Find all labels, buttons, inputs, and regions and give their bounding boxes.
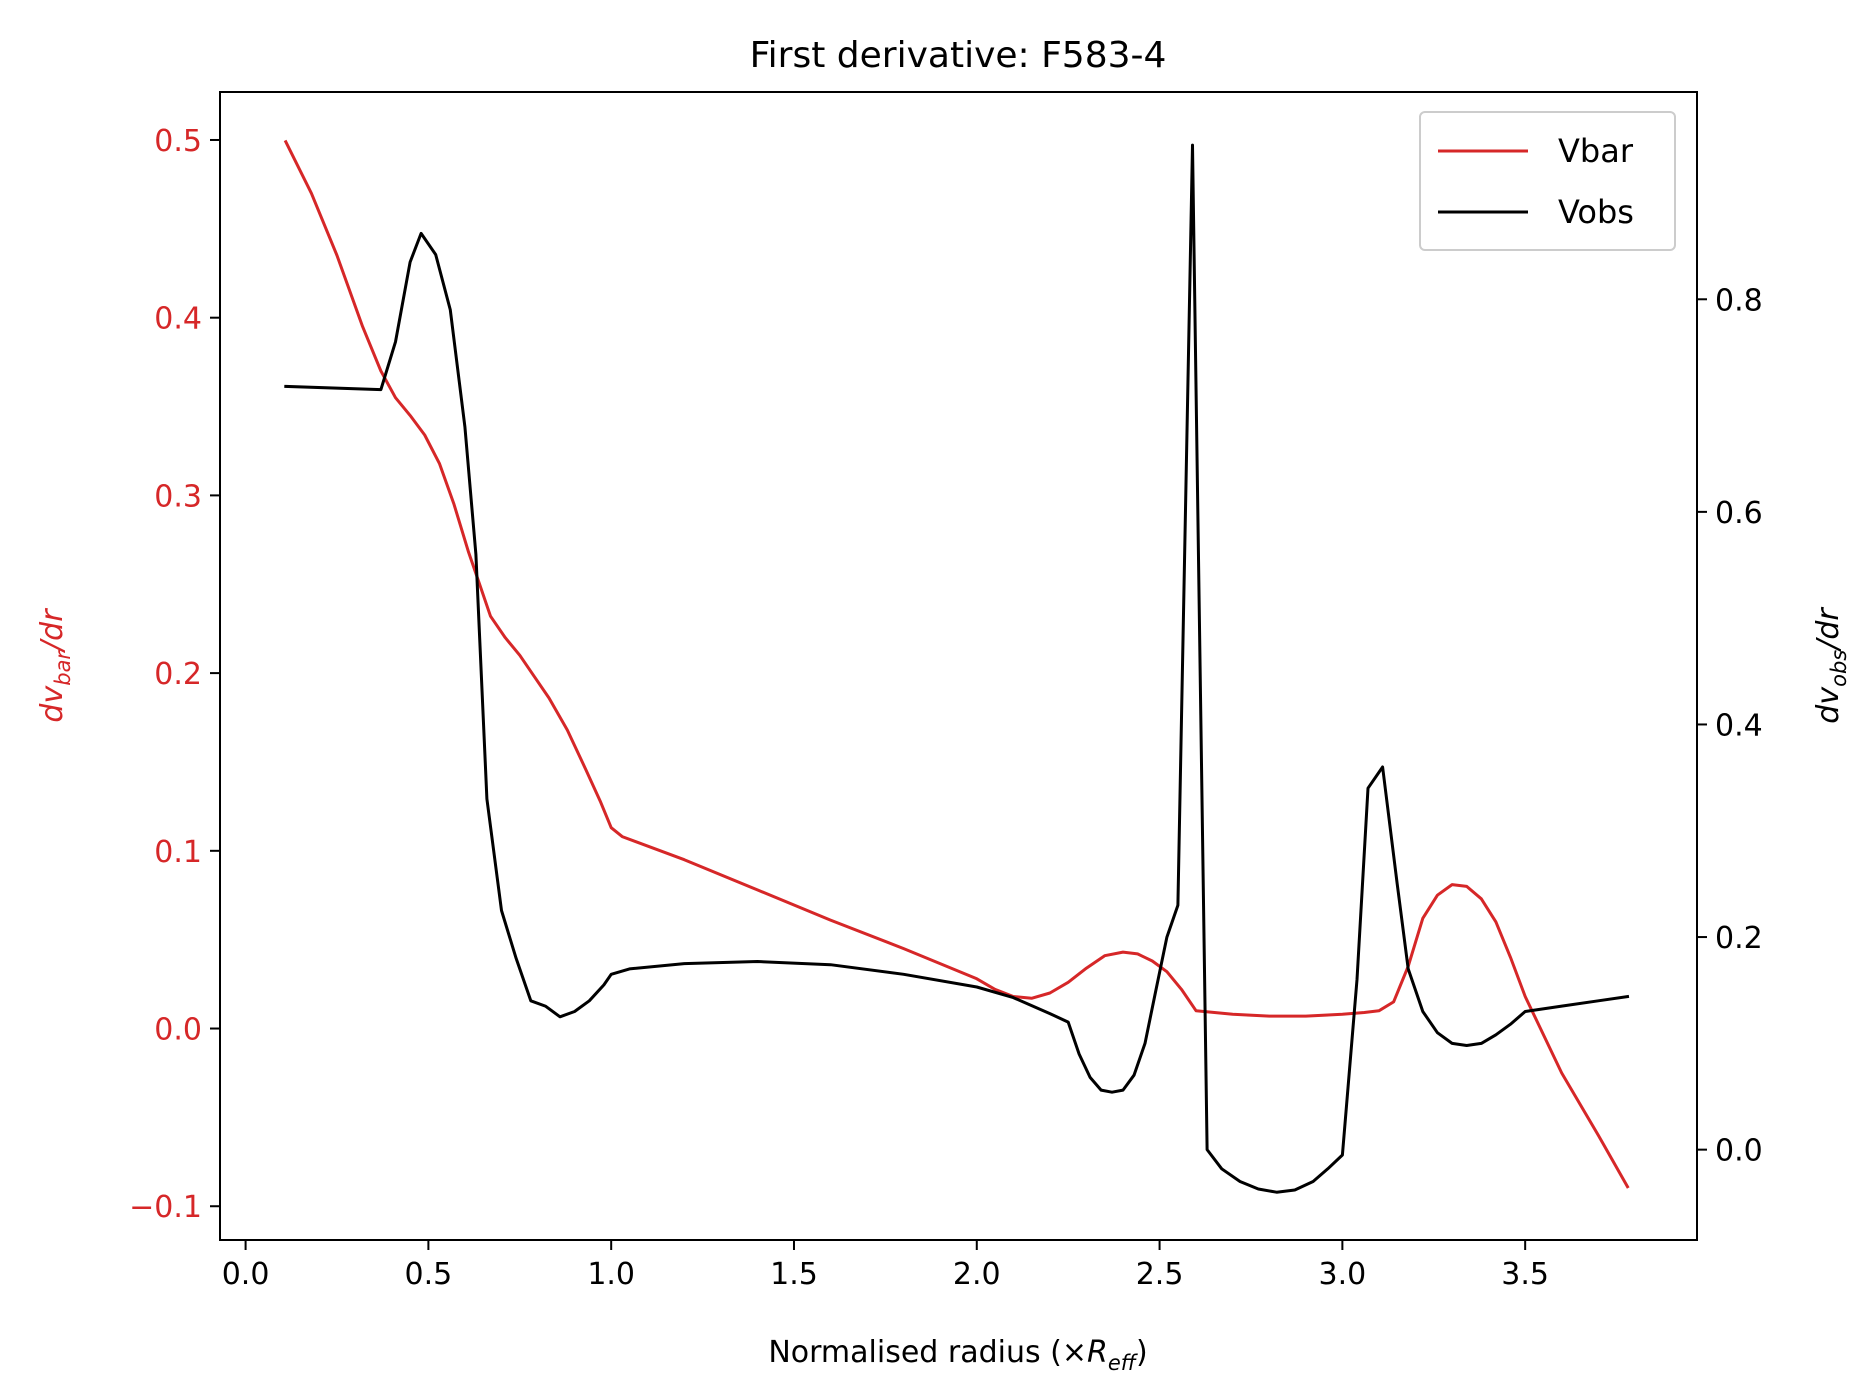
left-y-tick-label: 0.2 [154, 657, 202, 692]
right-y-tick-label: 0.8 [1715, 283, 1763, 318]
left-y-axis-label: dvbar/dr [35, 608, 75, 723]
x-tick-label: 2.0 [953, 1257, 1001, 1292]
x-tick-label: 2.5 [1136, 1257, 1184, 1292]
plot-frame [219, 91, 1698, 1241]
legend: Vbar Vobs [1419, 111, 1676, 251]
legend-box [1419, 111, 1676, 251]
left-y-tick-label: 0.4 [154, 302, 202, 337]
x-axis-label: Normalised radius (×Reff) [768, 1335, 1147, 1375]
series-layer [283, 139, 1630, 1194]
right-y-tick-label: 0.6 [1715, 496, 1763, 531]
x-tick-label: 0.5 [405, 1257, 453, 1292]
plot-area [219, 91, 1698, 1241]
right-y-tick-label: 0.4 [1715, 708, 1763, 743]
x-axis-ticks: 0.0 0.5 1.0 1.5 2.0 2.5 3.0 3.5 [222, 1240, 1549, 1292]
x-tick-label: 1.5 [770, 1257, 818, 1292]
x-tick-label: 1.0 [587, 1257, 635, 1292]
left-y-tick-label: 0.1 [154, 835, 202, 870]
series-line-vbar [283, 139, 1630, 1189]
legend-label-vbar: Vbar [1558, 132, 1634, 170]
series-line-vobs [284, 143, 1630, 1194]
chart-title: First derivative: F583-4 [750, 35, 1167, 76]
right-y-axis-label: dvobs/dr [1811, 607, 1851, 724]
right-y-axis-ticks: 0.0 0.2 0.4 0.6 0.8 [1697, 283, 1763, 1169]
x-tick-label: 3.5 [1501, 1257, 1549, 1292]
x-tick-label: 0.0 [222, 1257, 270, 1292]
right-y-tick-label: 0.2 [1715, 921, 1763, 956]
left-y-tick-label: 0.3 [154, 479, 202, 514]
left-y-tick-label: 0.0 [154, 1013, 202, 1048]
right-y-tick-label: 0.0 [1715, 1134, 1763, 1169]
left-y-tick-label: 0.5 [154, 124, 202, 159]
left-y-axis-ticks: −0.1 0.0 0.1 0.2 0.3 0.4 0.5 [129, 124, 220, 1225]
x-tick-label: 3.0 [1319, 1257, 1367, 1292]
left-y-tick-label: −0.1 [129, 1190, 202, 1225]
legend-label-vobs: Vobs [1558, 193, 1634, 231]
